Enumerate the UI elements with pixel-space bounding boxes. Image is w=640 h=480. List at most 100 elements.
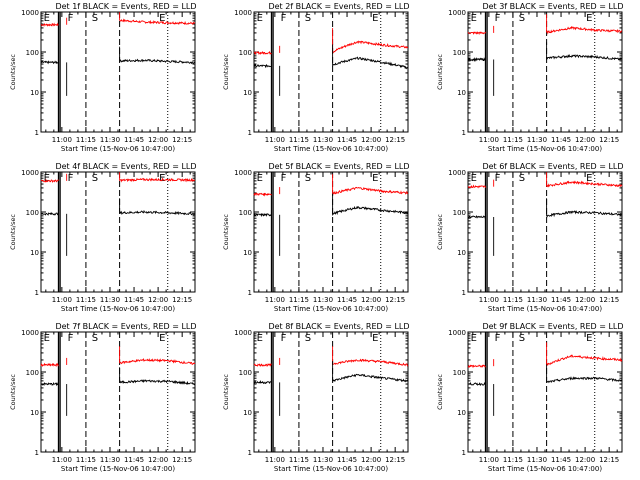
chart-title: Det 6f BLACK = Events, RED = LLD — [482, 162, 623, 171]
y-tick-label: 10 — [457, 409, 466, 417]
y-tick-label: 1000 — [21, 169, 39, 177]
x-tick-label: 12:15 — [599, 136, 619, 144]
series-line — [40, 381, 59, 387]
x-tick-label: 12:15 — [172, 296, 192, 304]
plot-frame — [40, 331, 196, 453]
x-tick-label: 11:45 — [124, 456, 144, 464]
x-tick-label: 11:00 — [52, 296, 72, 304]
series-line — [332, 174, 409, 195]
event-marker-label: E — [471, 173, 477, 184]
y-tick-label: 1000 — [21, 329, 39, 337]
event-marker-label: E — [44, 173, 50, 184]
series-line — [40, 211, 60, 216]
plot-frame — [467, 331, 623, 453]
x-tick-label: 12:00 — [148, 296, 168, 304]
x-tick-label: 11:30 — [527, 296, 547, 304]
x-tick-label: 12:00 — [575, 456, 595, 464]
y-axis-label: Counts/sec — [9, 54, 17, 90]
x-tick-label: 11:30 — [527, 136, 547, 144]
chart-panel: Det 7f BLACK = Events, RED = LLD 1 10 100 10… — [9, 322, 197, 473]
y-tick-label: 1000 — [234, 9, 252, 17]
x-tick-label: 11:15 — [76, 136, 96, 144]
y-tick-label: 1 — [248, 289, 252, 297]
x-tick-label: 11:00 — [479, 296, 499, 304]
x-tick-label: 12:15 — [599, 456, 619, 464]
x-tick-label: 11:15 — [289, 456, 309, 464]
x-axis-label: Start Time (15-Nov-06 10:47:00) — [488, 145, 602, 153]
y-tick-label: 100 — [26, 369, 39, 377]
x-tick-label: 11:00 — [479, 456, 499, 464]
event-marker-label: F — [281, 333, 287, 344]
x-axis-label: Start Time (15-Nov-06 10:47:00) — [61, 465, 175, 473]
series-line — [546, 364, 623, 384]
x-tick-label: 12:15 — [172, 136, 192, 144]
y-axis-label: Counts/sec — [436, 54, 444, 90]
x-tick-label: 11:30 — [313, 296, 333, 304]
y-axis-label: Counts/sec — [436, 374, 444, 410]
series-line — [546, 198, 623, 218]
x-tick-label: 11:45 — [551, 296, 571, 304]
x-tick-label: 11:30 — [100, 456, 120, 464]
event-marker-label: S — [519, 333, 525, 344]
x-tick-label: 12:00 — [361, 456, 381, 464]
x-tick-label: 12:00 — [575, 296, 595, 304]
chart-title: Det 9f BLACK = Events, RED = LLD — [482, 322, 623, 331]
y-tick-label: 10 — [243, 249, 252, 257]
series-line — [546, 172, 623, 188]
x-tick-label: 11:15 — [503, 456, 523, 464]
y-tick-label: 1 — [35, 129, 39, 137]
y-tick-label: 100 — [26, 209, 39, 217]
x-tick-label: 12:00 — [361, 296, 381, 304]
x-tick-label: 11:15 — [503, 296, 523, 304]
event-marker-label: S — [92, 333, 98, 344]
series-line — [332, 193, 409, 216]
plot-frame — [467, 171, 623, 293]
chart-panel: Det 5f BLACK = Events, RED = LLD 1 10 100 10… — [222, 162, 410, 313]
x-tick-label: 11:00 — [52, 136, 72, 144]
event-marker-label: F — [495, 173, 501, 184]
chart-panel: Det 8f BLACK = Events, RED = LLD 1 10 100 10… — [222, 322, 410, 473]
y-tick-label: 10 — [457, 89, 466, 97]
series-line — [119, 367, 196, 386]
series-line — [119, 198, 196, 216]
y-tick-label: 1 — [462, 129, 466, 137]
event-marker-label: E — [44, 13, 50, 24]
x-tick-label: 11:00 — [265, 296, 285, 304]
y-axis-label: Counts/sec — [9, 374, 17, 410]
chart-title: Det 1f BLACK = Events, RED = LLD — [55, 2, 196, 11]
series-line — [332, 346, 409, 367]
x-tick-label: 11:15 — [289, 136, 309, 144]
x-tick-label: 12:00 — [361, 136, 381, 144]
event-marker-label: S — [305, 333, 311, 344]
y-axis-label: Counts/sec — [222, 374, 230, 410]
plot-frame — [40, 11, 196, 133]
y-axis-label: Counts/sec — [222, 214, 230, 250]
y-tick-label: 1000 — [448, 169, 466, 177]
y-tick-label: 10 — [30, 249, 39, 257]
y-tick-label: 1 — [248, 129, 252, 137]
chart-title: Det 7f BLACK = Events, RED = LLD — [55, 322, 196, 331]
event-marker-label: E — [257, 173, 263, 184]
x-axis-label: Start Time (15-Nov-06 10:47:00) — [61, 145, 175, 153]
y-tick-label: 100 — [239, 369, 252, 377]
event-marker-label: F — [281, 173, 287, 184]
series-line — [546, 42, 623, 61]
series-line — [253, 64, 272, 69]
x-tick-label: 11:45 — [337, 136, 357, 144]
series-line — [253, 212, 272, 218]
event-marker-label: E — [372, 173, 378, 184]
series-line — [40, 362, 59, 368]
x-tick-label: 12:15 — [172, 456, 192, 464]
series-line — [253, 192, 272, 197]
x-tick-label: 11:00 — [265, 136, 285, 144]
x-axis-label: Start Time (15-Nov-06 10:47:00) — [274, 145, 388, 153]
series-line — [119, 12, 196, 26]
x-tick-label: 11:30 — [313, 456, 333, 464]
y-tick-label: 10 — [457, 249, 466, 257]
series-line — [467, 184, 487, 189]
event-marker-label: E — [159, 333, 165, 344]
series-line — [332, 44, 409, 70]
y-tick-label: 1 — [462, 449, 466, 457]
x-axis-label: Start Time (15-Nov-06 10:47:00) — [61, 305, 175, 313]
x-tick-label: 11:30 — [313, 136, 333, 144]
